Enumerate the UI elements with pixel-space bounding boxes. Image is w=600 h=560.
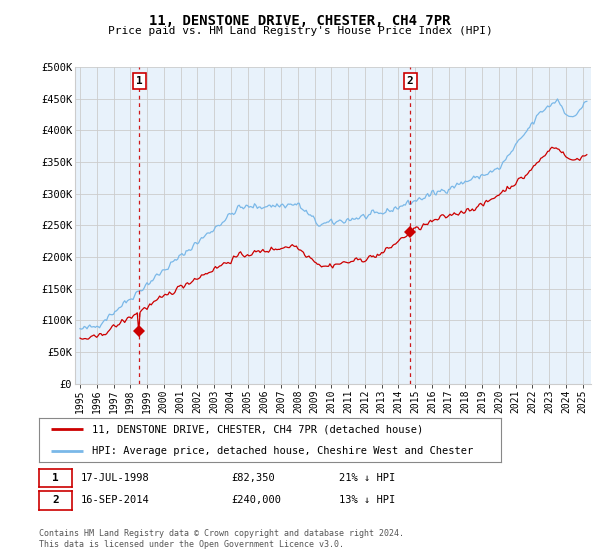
Text: 17-JUL-1998: 17-JUL-1998 xyxy=(81,473,150,483)
Text: 1: 1 xyxy=(52,473,59,483)
Text: 11, DENSTONE DRIVE, CHESTER, CH4 7PR (detached house): 11, DENSTONE DRIVE, CHESTER, CH4 7PR (de… xyxy=(92,424,424,434)
Text: 21% ↓ HPI: 21% ↓ HPI xyxy=(339,473,395,483)
Text: 2: 2 xyxy=(52,496,59,505)
Text: £240,000: £240,000 xyxy=(231,496,281,505)
Text: 11, DENSTONE DRIVE, CHESTER, CH4 7PR: 11, DENSTONE DRIVE, CHESTER, CH4 7PR xyxy=(149,14,451,28)
Text: £82,350: £82,350 xyxy=(231,473,275,483)
Text: Contains HM Land Registry data © Crown copyright and database right 2024.
This d: Contains HM Land Registry data © Crown c… xyxy=(39,529,404,549)
Text: HPI: Average price, detached house, Cheshire West and Chester: HPI: Average price, detached house, Ches… xyxy=(92,446,473,456)
Text: 2: 2 xyxy=(407,76,413,86)
Text: 13% ↓ HPI: 13% ↓ HPI xyxy=(339,496,395,505)
Text: 16-SEP-2014: 16-SEP-2014 xyxy=(81,496,150,505)
Text: Price paid vs. HM Land Registry's House Price Index (HPI): Price paid vs. HM Land Registry's House … xyxy=(107,26,493,36)
Text: 1: 1 xyxy=(136,76,143,86)
